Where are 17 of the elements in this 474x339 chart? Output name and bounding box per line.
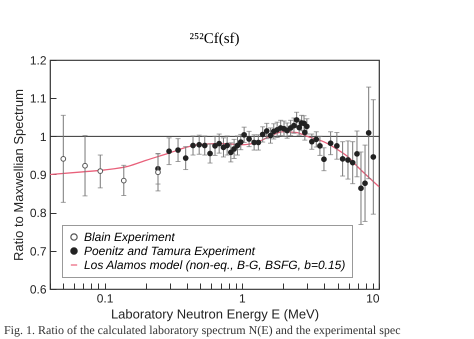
x-axis-title: Laboratory Neutron Energy E (MeV) (110, 306, 320, 322)
y-tick-label: 0.8 (30, 206, 47, 220)
y-tick-label: 1.2 (30, 54, 47, 68)
x-tick-label: 0.1 (96, 292, 114, 306)
caption: Fig. 1. Ratio of the calculated laboratory spectrum N(E) and the experimental spec (4, 323, 401, 338)
y-tick-label: 0.9 (30, 168, 47, 182)
x-tick-label: 1 (238, 292, 246, 306)
legend-label: Blain Experiment (84, 230, 176, 244)
y-tick-label: 0.6 (30, 282, 47, 296)
y-tick-label: 1 (40, 130, 47, 144)
legend-label: Los Alamos model (non-eq., B-G, BSFG, b=0.15) (84, 258, 346, 272)
y-tick-label: 1.1 (30, 92, 47, 106)
x-tick-label: 10 (366, 292, 380, 306)
chart-title: ²⁵²Cf(sf) (189, 31, 240, 47)
y-axis-title: Ratio to Maxwellian Spectrum (10, 89, 26, 261)
legend-label: Poenitz and Tamura Experiment (84, 244, 256, 258)
y-tick-label: 0.7 (30, 244, 47, 258)
